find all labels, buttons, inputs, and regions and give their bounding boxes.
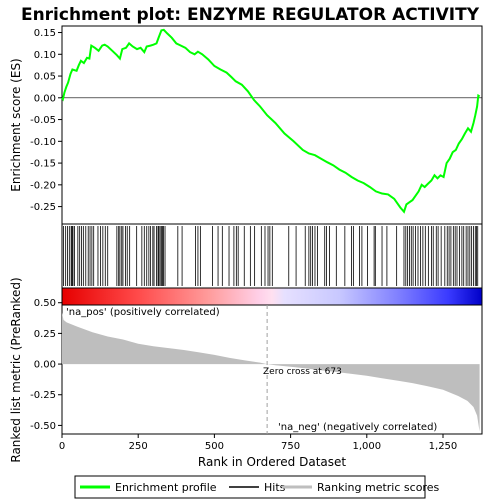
metric-tick-label: -0.25 (30, 390, 56, 401)
es-tick-label: -0.05 (30, 115, 56, 126)
es-tick-label: 0.05 (34, 72, 56, 83)
es-tick-label: 0.15 (34, 28, 56, 39)
x-tick-label: 1,250 (429, 441, 458, 452)
es-tick-label: 0.10 (34, 50, 56, 61)
legend-hits-label: Hits (264, 481, 286, 494)
es-tick-label: -0.15 (30, 159, 56, 170)
x-tick-label: 0 (59, 441, 65, 452)
metric-tick-label: 0.25 (34, 329, 56, 340)
metric-tick-label: 0.50 (34, 298, 56, 309)
hits-markers (63, 226, 479, 286)
x-tick-label: 750 (281, 441, 300, 452)
rank-color-bar (61, 287, 483, 306)
ranking-metric-area (62, 312, 480, 432)
chart-title: Enrichment plot: ENZYME REGULATOR ACTIVI… (21, 5, 480, 25)
pos-correlated-label: 'na_pos' (positively correlated) (66, 307, 220, 318)
metric-tick-label: -0.50 (30, 421, 56, 432)
x-tick-label: 250 (129, 441, 148, 452)
es-tick-label: -0.25 (30, 202, 56, 213)
x-axis-label: Rank in Ordered Dataset (198, 455, 346, 469)
legend-metric-label: Ranking metric scores (317, 481, 439, 494)
zero-cross-label: Zero cross at 673 (263, 367, 342, 377)
x-tick-label: 1,000 (352, 441, 381, 452)
es-panel-frame (61, 25, 483, 225)
es-tick-label: -0.20 (30, 180, 56, 191)
es-axis: 0.15 0.10 0.05 0.00 -0.05 -0.10 -0.15 -0.20 -0.2… (30, 28, 62, 213)
x-tick-label: 500 (205, 441, 224, 452)
legend-enrichment-label: Enrichment profile (115, 481, 217, 494)
es-tick-label: -0.10 (30, 137, 56, 148)
metric-axis: 0.50 0.25 0.00 -0.25 -0.50 (30, 298, 62, 432)
es-axis-label: Enrichment score (ES) (9, 58, 23, 191)
es-tick-label: 0.00 (34, 93, 56, 104)
x-axis: 0 250 500 750 1,000 1,250 (59, 434, 457, 452)
neg-correlated-label: 'na_neg' (negatively correlated) (278, 422, 437, 433)
metric-tick-label: 0.00 (34, 360, 56, 371)
metric-axis-label: Ranked list metric (PreRanked) (9, 277, 23, 462)
enrichment-profile-line (61, 28, 481, 214)
